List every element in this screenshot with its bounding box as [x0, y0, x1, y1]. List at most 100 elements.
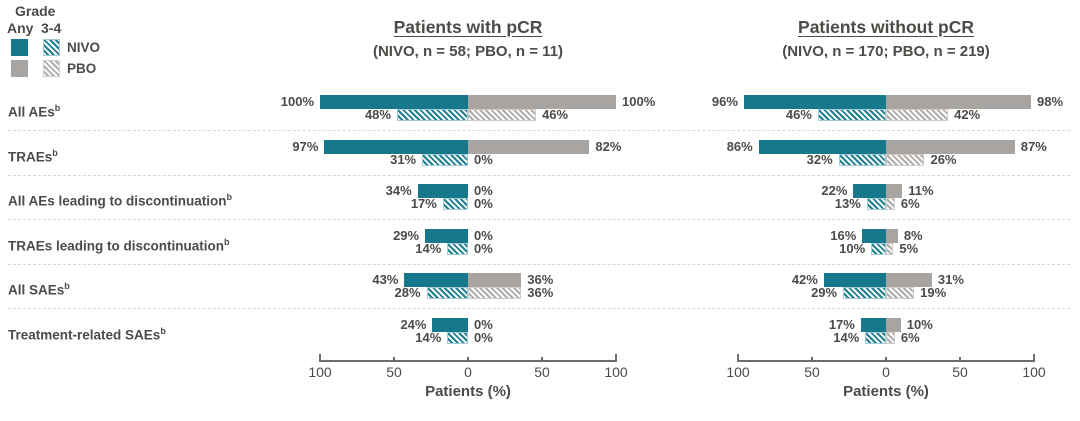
x-axis-tick [319, 354, 321, 362]
pbo-any-grade-value-label: 10% [906, 317, 933, 332]
grade-legend: Grade Any 3-4 NIVO PBO [0, 0, 290, 85]
pbo-any-grade-bar [886, 95, 1032, 109]
row-separator-line [8, 130, 1070, 131]
nivo-grade-3-4-value-label: 31% [390, 152, 417, 167]
x-axis-tick-label: 0 [882, 364, 890, 380]
panel-patients-with-pcr: Patients with pCR (NIVO, n = 58; PBO, n … [281, 0, 656, 421]
pbo-grade-3-4-bar [886, 109, 949, 121]
nivo-any-grade-bar [404, 273, 468, 287]
nivo-any-grade-value-label: 42% [791, 272, 818, 287]
pbo-any-grade-value-label: 11% [908, 183, 934, 198]
nivo-any-grade-value-label: 97% [292, 139, 319, 154]
panel-subtitle: (NIVO, n = 170; PBO, n = 219) [782, 43, 990, 60]
nivo-grade-3-4-value-label: 17% [410, 196, 437, 211]
nivo-any-grade-value-label: 96% [711, 94, 738, 109]
pbo-any-grade-bar [468, 95, 616, 109]
panel-patients-without-pcr: Patients without pCR (NIVO, n = 170; PBO… [712, 0, 1063, 421]
pbo-grade-3-4-value-label: 36% [527, 285, 554, 300]
nivo-grade-3-4-value-label: 48% [364, 107, 391, 122]
panel-title: Patients with pCR [393, 17, 543, 37]
x-axis-tick-label: 100 [308, 364, 332, 380]
row-separator-line [8, 175, 1070, 176]
nivo-grade-3-4-value-label: 46% [785, 107, 812, 122]
pbo-any-grade-value-label: 0% [474, 228, 493, 243]
bars-area: 100% 100% 48% 46% 97% 82% 31% 0% 34% 0% 17% 0% 29% 0%… [281, 0, 655, 354]
nivo-grade-3-4-swatch-icon [43, 39, 60, 56]
pbo-grade-3-4-bar [886, 198, 895, 210]
nivo-any-grade-value-label: 34% [385, 183, 412, 198]
pbo-grade-3-4-bar [886, 243, 894, 255]
legend-grade-heading: Grade [15, 3, 56, 19]
pbo-grade-3-4-bar [886, 154, 925, 166]
pbo-any-grade-bar [886, 140, 1015, 154]
category-label: All AEs leading to discontinuationb [8, 192, 233, 209]
legend-nivo-label: NIVO [67, 40, 101, 55]
pbo-grade-3-4-bar [468, 109, 537, 121]
nivo-any-grade-bar [743, 95, 886, 109]
pbo-grade-3-4-swatch-icon [43, 60, 60, 77]
x-axis-tick [541, 356, 543, 362]
pbo-grade-3-4-bar [886, 287, 915, 299]
x-axis-tick-label: 50 [534, 364, 550, 380]
nivo-grade-3-4-value-label: 14% [833, 330, 860, 345]
legend-grade-3-4-label: 3-4 [41, 20, 62, 36]
pbo-grade-3-4-value-label: 0% [474, 152, 493, 167]
pbo-any-grade-bar [886, 318, 901, 332]
x-axis-tick [737, 354, 739, 362]
nivo-grade-3-4-bar [838, 154, 886, 166]
row-separator-line [8, 308, 1070, 309]
x-axis-tick [393, 356, 395, 362]
x-axis-label: Patients (%) [843, 383, 929, 400]
nivo-any-grade-bar [853, 184, 886, 198]
pbo-any-grade-value-label: 98% [1037, 94, 1064, 109]
pbo-any-grade-bar [886, 229, 898, 243]
nivo-grade-3-4-value-label: 32% [806, 152, 833, 167]
nivo-grade-3-4-value-label: 13% [834, 196, 861, 211]
x-axis-tick [1033, 354, 1035, 362]
nivo-grade-3-4-bar [866, 198, 886, 210]
category-label: Treatment-related SAEsb [8, 326, 166, 343]
pbo-grade-3-4-value-label: 42% [954, 107, 981, 122]
x-axis-tick [467, 356, 469, 362]
pbo-any-grade-value-label: 36% [527, 272, 554, 287]
pbo-any-grade-value-label: 31% [937, 272, 964, 287]
nivo-any-grade-value-label: 17% [828, 317, 855, 332]
category-superscript: b [52, 148, 58, 158]
nivo-any-grade-bar [324, 140, 468, 154]
panel-subtitle: (NIVO, n = 58; PBO, n = 11) [372, 43, 564, 60]
category-label: TRAEs leading to discontinuationb [8, 237, 230, 254]
pbo-grade-3-4-bar [468, 287, 522, 299]
category-superscript: b [224, 237, 230, 247]
nivo-grade-3-4-value-label: 29% [811, 285, 838, 300]
nivo-grade-3-4-bar [396, 109, 468, 121]
nivo-grade-3-4-bar [442, 198, 468, 210]
nivo-grade-3-4-bar [447, 332, 468, 344]
nivo-any-grade-value-label: 86% [726, 139, 753, 154]
nivo-grade-3-4-bar [871, 243, 886, 255]
pbo-any-grade-value-label: 87% [1020, 139, 1047, 154]
pbo-any-grade-value-label: 0% [474, 183, 493, 198]
x-axis: 100 50 0 50 100 [726, 354, 1046, 398]
category-label: All SAEsb [8, 281, 70, 298]
nivo-any-grade-bar [432, 318, 468, 332]
category-label: TRAEsb [8, 148, 58, 165]
nivo-grade-3-4-bar [426, 287, 468, 299]
pbo-grade-3-4-value-label: 6% [900, 330, 920, 345]
pbo-any-grade-value-label: 82% [595, 139, 622, 154]
x-axis-tick-label: 100 [726, 364, 750, 380]
pbo-any-grade-bar [468, 140, 590, 154]
nivo-grade-3-4-bar [865, 332, 886, 344]
nivo-any-grade-bar [425, 229, 468, 243]
x-axis-tick [885, 356, 887, 362]
nivo-grade-3-4-bar [843, 287, 886, 299]
nivo-any-grade-bar [862, 229, 886, 243]
legend-any-grade-label: Any [7, 20, 34, 36]
nivo-any-grade-value-label: 16% [830, 228, 857, 243]
nivo-grade-3-4-value-label: 28% [394, 285, 421, 300]
x-axis-tick-label: 50 [952, 364, 968, 380]
legend-pbo-label: PBO [67, 61, 97, 76]
pbo-any-grade-bar [468, 273, 522, 287]
pbo-grade-3-4-value-label: 26% [930, 152, 957, 167]
nivo-any-grade-value-label: 24% [400, 317, 427, 332]
